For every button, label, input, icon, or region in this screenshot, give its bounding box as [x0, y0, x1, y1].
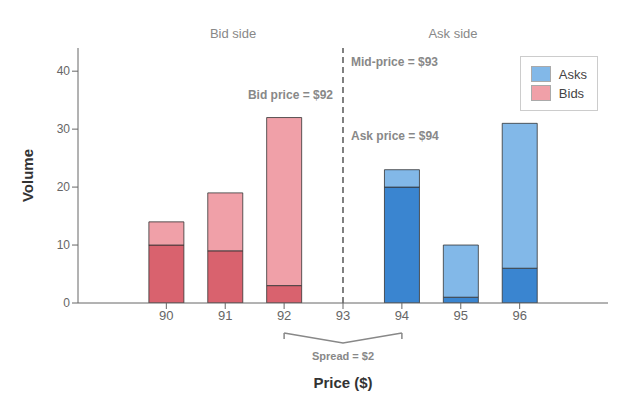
- svg-text:40: 40: [57, 64, 71, 78]
- svg-text:Bid price = $92: Bid price = $92: [248, 88, 333, 102]
- svg-text:Price ($): Price ($): [313, 374, 372, 391]
- svg-text:20: 20: [57, 180, 71, 194]
- svg-text:92: 92: [277, 308, 291, 323]
- svg-text:Mid-price = $93: Mid-price = $93: [351, 55, 438, 69]
- svg-text:30: 30: [57, 122, 71, 136]
- svg-text:10: 10: [57, 238, 71, 252]
- svg-text:Ask side: Ask side: [428, 26, 477, 41]
- svg-text:Bid side: Bid side: [210, 26, 256, 41]
- svg-text:91: 91: [218, 308, 232, 323]
- svg-text:95: 95: [454, 308, 468, 323]
- html-text:Asks: Asks: [558, 66, 587, 82]
- svg-text:90: 90: [159, 308, 173, 323]
- svg-text:Ask price = $94: Ask price = $94: [351, 129, 439, 143]
- svg-text:Spread = $2: Spread = $2: [312, 350, 374, 362]
- svg-text:93: 93: [336, 308, 350, 323]
- html-text:Bids: Bids: [558, 85, 585, 101]
- svg-text:0: 0: [63, 296, 70, 310]
- svg-text:Volume: Volume: [19, 149, 36, 202]
- svg-text:96: 96: [512, 308, 526, 323]
- svg-text:94: 94: [395, 308, 409, 323]
